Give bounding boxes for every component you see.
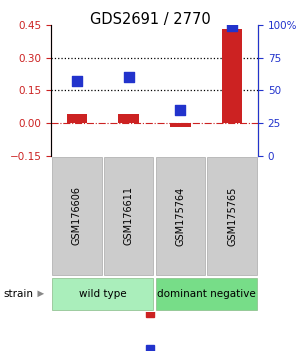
Point [178,107,183,113]
Text: GSM176606: GSM176606 [72,187,82,245]
Bar [155,157,205,275]
Bar [222,29,242,123]
Point [230,23,235,29]
Bar [67,114,87,123]
Bar [170,123,191,127]
Point [74,78,79,84]
Text: GSM175764: GSM175764 [176,186,185,246]
Bar [118,114,139,123]
Bar [207,157,257,275]
Bar [52,157,102,275]
Bar [104,157,154,275]
Bar [155,278,257,310]
Text: GSM176611: GSM176611 [124,187,134,245]
Bar [52,278,154,310]
Point [126,74,131,80]
Text: GDS2691 / 2770: GDS2691 / 2770 [90,12,210,27]
Text: GSM175765: GSM175765 [227,186,237,246]
Text: dominant negative: dominant negative [157,289,256,299]
Text: wild type: wild type [79,289,127,299]
Text: strain: strain [3,289,33,299]
